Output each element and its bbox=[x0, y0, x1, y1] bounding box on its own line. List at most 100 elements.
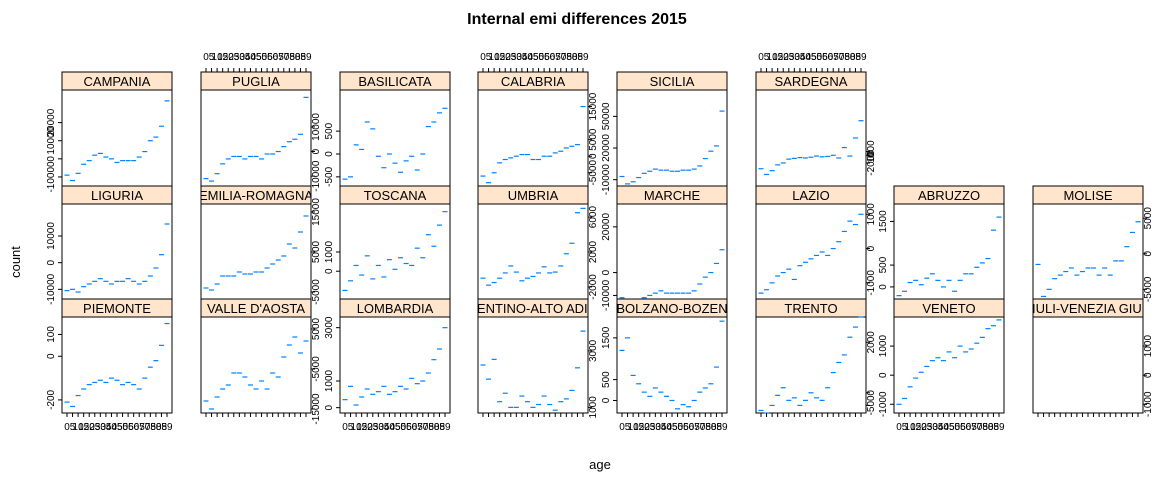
strip-label-sicilia: SICILIA bbox=[650, 74, 695, 89]
x-top-tick-label-sardegna-7: 35 bbox=[794, 52, 806, 63]
y-tick-label-lazio-1: 0 bbox=[866, 245, 877, 251]
x-tick-label-veneto-8: 40 bbox=[938, 422, 950, 433]
x-top-tick-label-puglia-7: 35 bbox=[239, 52, 251, 63]
x-tick-label-veneto-2: 10 bbox=[905, 422, 917, 433]
x-top-tick-label-sardegna-8: 40 bbox=[800, 52, 812, 63]
x-tick-label-veneto-7: 35 bbox=[932, 422, 944, 433]
x-top-tick-label-puglia-4: 20 bbox=[223, 52, 235, 63]
x-top-tick-label-puglia-17: 85 bbox=[295, 52, 307, 63]
x-top-tick-label-calabria-1: 5 bbox=[486, 52, 492, 63]
x-top-tick-label-sardegna-17: 85 bbox=[850, 52, 862, 63]
x-top-tick-label-sardegna-2: 10 bbox=[767, 52, 779, 63]
strip-label-piemonte: PIEMONTE bbox=[83, 301, 151, 316]
y-tick-label-puglia-1: 0 bbox=[311, 148, 322, 154]
y-tick-label-umbria-1: 2000 bbox=[588, 240, 599, 263]
x-tick-label-bolzano-bozen-7: 35 bbox=[655, 422, 667, 433]
x-top-tick-label-calabria-3: 15 bbox=[494, 52, 506, 63]
x-tick-label-lombardia-2: 10 bbox=[351, 422, 363, 433]
y-tick-label-campania-2: 10000 bbox=[46, 126, 57, 154]
x-tick-label-veneto-5: 25 bbox=[921, 422, 933, 433]
y-tick-label-piemonte-2: 100 bbox=[46, 326, 57, 343]
strip-label-campania: CAMPANIA bbox=[84, 74, 151, 89]
x-tick-label-veneto-14: 70 bbox=[971, 422, 983, 433]
x-tick-label-piemonte-0: 0 bbox=[64, 422, 70, 433]
y-tick-label-abruzzo-1: 500 bbox=[878, 256, 889, 273]
plot-frame-molise bbox=[1032, 203, 1144, 301]
y-tick-label-liguria-1: 0 bbox=[46, 259, 57, 265]
x-top-tick-label-sardegna-11: 55 bbox=[817, 52, 829, 63]
x-top-tick-label-calabria-10: 50 bbox=[533, 52, 545, 63]
x-tick-label-lombardia-8: 40 bbox=[384, 422, 396, 433]
strip-label-lombardia: LOMBARDIA bbox=[357, 301, 434, 316]
x-tick-label-piemonte-15: 75 bbox=[145, 422, 157, 433]
y-tick-label-sicilia-1: 20000 bbox=[601, 134, 612, 162]
y-tick-label-basilicata-2: 500 bbox=[324, 122, 335, 139]
x-top-tick-label-calabria-4: 20 bbox=[500, 52, 512, 63]
y-tick-label-campania-0: -10000 bbox=[46, 161, 57, 193]
strip-label-molise: MOLISE bbox=[1063, 188, 1112, 203]
y-tick-label-campania-1: 0 bbox=[46, 156, 57, 162]
x-tick-label-bolzano-bozen-5: 25 bbox=[644, 422, 656, 433]
x-top-tick-label-calabria-17: 85 bbox=[572, 52, 584, 63]
y-tick-label-calabria-3: 15000 bbox=[588, 92, 599, 120]
y-tick-label-friuli-venezia-giulia-2: 1000 bbox=[1143, 335, 1154, 358]
plot-frame-puglia bbox=[200, 89, 312, 187]
x-tick-label-bolzano-bozen-8: 40 bbox=[661, 422, 673, 433]
x-top-tick-label-sardegna-15: 75 bbox=[839, 52, 851, 63]
x-tick-label-bolzano-bozen-1: 5 bbox=[625, 422, 631, 433]
x-tick-label-lombardia-3: 15 bbox=[356, 422, 368, 433]
x-tick-label-piemonte-8: 40 bbox=[106, 422, 118, 433]
strip-label-trentino-alto-adige: TRENTINO-ALTO ADIGE bbox=[460, 301, 607, 316]
x-tick-label-bolzano-bozen-0: 0 bbox=[619, 422, 625, 433]
y-tick-label-trentino-alto-adige-1: 3000 bbox=[588, 339, 599, 362]
y-tick-label-sardegna-1: 0 bbox=[866, 152, 877, 158]
y-tick-label-piemonte-1: 0 bbox=[46, 353, 57, 359]
y-tick-label-emilia-romagna-1: 5000 bbox=[311, 240, 322, 263]
x-top-tick-label-calabria-8: 40 bbox=[522, 52, 534, 63]
y-tick-label-molise-1: 0 bbox=[1143, 251, 1154, 257]
strip-label-bolzano-bozen: BOLZANO-BOZEN bbox=[616, 301, 727, 316]
x-top-tick-label-calabria-6: 30 bbox=[511, 52, 523, 63]
x-top-tick-label-calabria-2: 10 bbox=[489, 52, 501, 63]
x-tick-label-bolzano-bozen-10: 50 bbox=[672, 422, 684, 433]
panel-trentino-alto-adige: TRENTINO-ALTO ADIGE 1000 3000 bbox=[460, 298, 607, 418]
y-tick-label-valle-d-aosta-2: 5000 bbox=[311, 317, 322, 340]
x-top-tick-label-calabria-16: 80 bbox=[566, 52, 578, 63]
x-tick-label-bolzano-bozen-11: 55 bbox=[678, 422, 690, 433]
x-top-tick-label-sardegna-0: 0 bbox=[758, 52, 764, 63]
panel-friuli-venezia-giulia: FRIULI-VENEZIA GIULIA -1000 0 1000 bbox=[1032, 298, 1154, 417]
y-tick-label-marche-0: -10000 bbox=[601, 279, 612, 311]
panel-umbria: UMBRIA -2000 2000 6000 bbox=[477, 185, 599, 301]
x-tick-label-piemonte-10: 50 bbox=[117, 422, 129, 433]
panel-molise: MOLISE -5000 0 5000 bbox=[1032, 185, 1154, 302]
y-tick-label-umbria-0: -2000 bbox=[588, 274, 599, 300]
plot-frame-liguria bbox=[61, 203, 173, 301]
y-tick-label-friuli-venezia-giulia-1: 0 bbox=[1143, 372, 1154, 378]
x-top-tick-label-puglia-6: 30 bbox=[234, 52, 246, 63]
strip-label-toscana: TOSCANA bbox=[364, 188, 427, 203]
strip-label-basilicata: BASILICATA bbox=[358, 74, 432, 89]
y-tick-label-trento-1: 0 bbox=[866, 390, 877, 396]
x-top-tick-label-puglia-8: 40 bbox=[245, 52, 257, 63]
x-tick-label-lombardia-9: 45 bbox=[389, 422, 401, 433]
y-tick-label-sicilia-0: -10000 bbox=[601, 164, 612, 196]
x-tick-label-bolzano-bozen-6: 30 bbox=[650, 422, 662, 433]
x-tick-label-veneto-6: 30 bbox=[927, 422, 939, 433]
x-tick-label-lombardia-14: 70 bbox=[417, 422, 429, 433]
y-tick-label-calabria-0: -5000 bbox=[588, 160, 599, 186]
x-tick-label-veneto-12: 60 bbox=[960, 422, 972, 433]
x-tick-label-veneto-11: 55 bbox=[955, 422, 967, 433]
y-tick-label-marche-2: 20000 bbox=[601, 213, 612, 241]
y-tick-label-sicilia-2: 50000 bbox=[601, 102, 612, 130]
strip-label-trento: TRENTO bbox=[784, 301, 837, 316]
y-tick-label-umbria-2: 6000 bbox=[588, 206, 599, 229]
x-tick-label-bolzano-bozen-15: 75 bbox=[700, 422, 712, 433]
plot-frame-veneto bbox=[893, 316, 1005, 414]
x-tick-label-lombardia-7: 35 bbox=[378, 422, 390, 433]
x-tick-label-piemonte-2: 10 bbox=[73, 422, 85, 433]
x-top-tick-label-puglia-2: 10 bbox=[212, 52, 224, 63]
panel-basilicata: BASILICATA -500 0 500 bbox=[324, 71, 451, 187]
